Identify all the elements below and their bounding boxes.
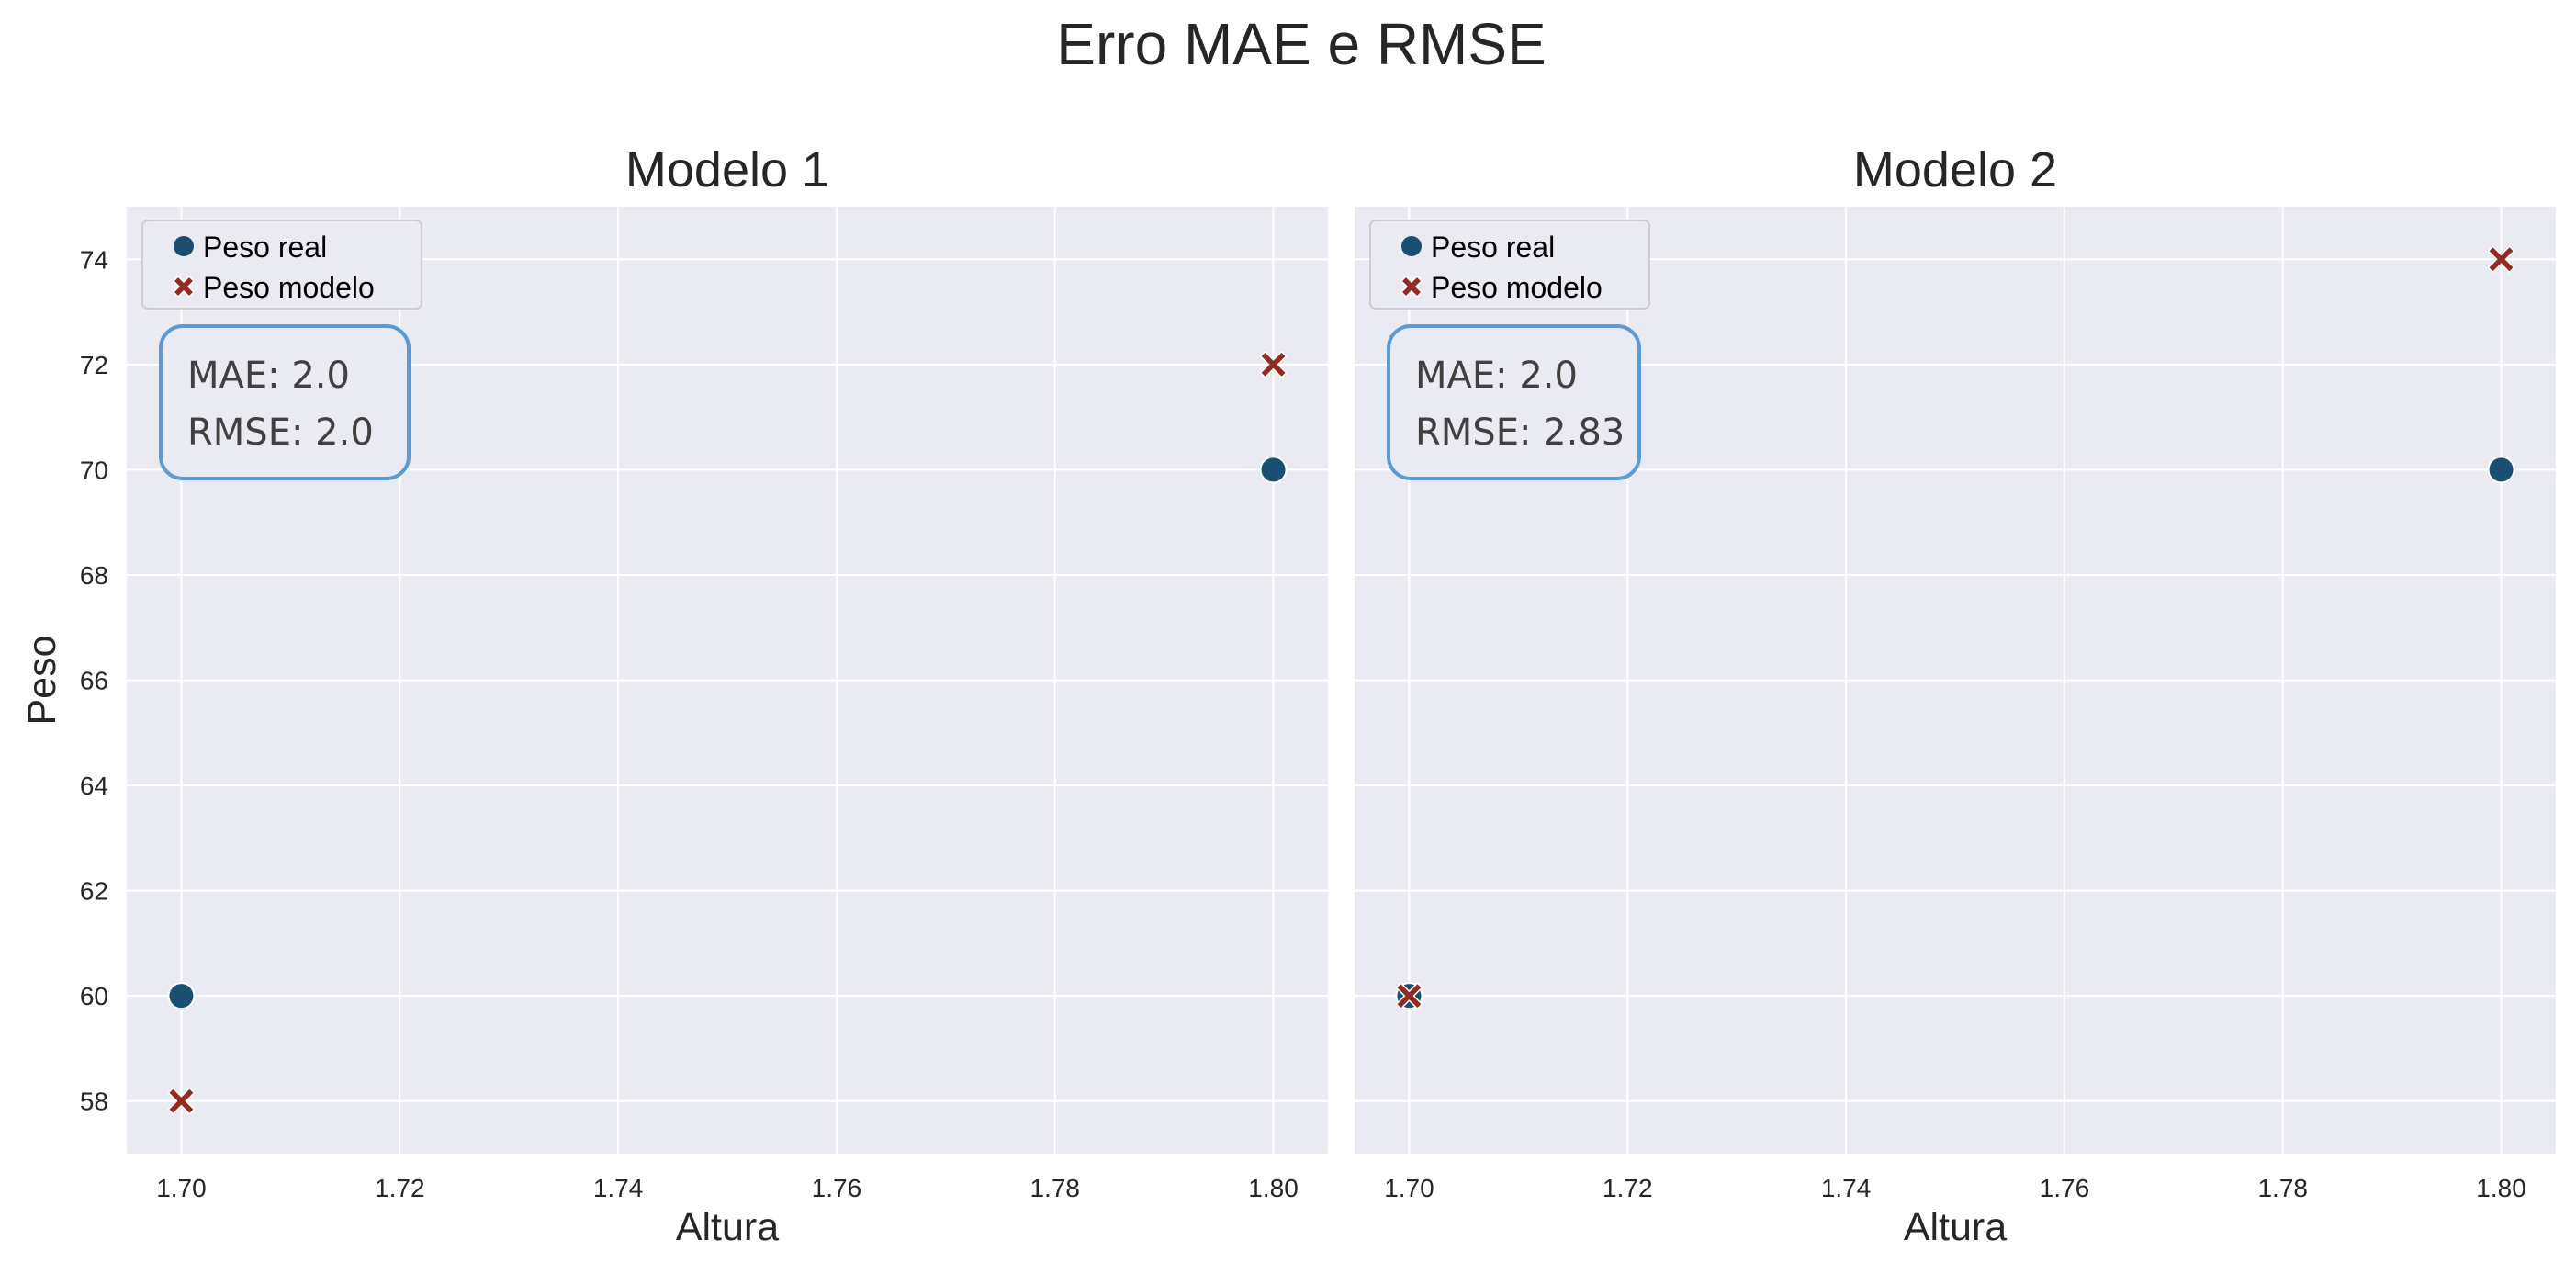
x-tick-label: 1.74	[1821, 1174, 1872, 1202]
x-tick-label: 1.74	[593, 1174, 644, 1202]
peso-modelo-marker	[1395, 982, 1423, 1010]
grid	[127, 207, 1328, 1154]
y-tick-label: 58	[80, 1088, 108, 1116]
legend-box	[1369, 220, 1650, 310]
x-tick-label: 1.78	[1029, 1174, 1080, 1202]
x-tick-label: 1.76	[812, 1174, 862, 1202]
legend-label-peso-real: Peso real	[1431, 231, 1555, 264]
mae-value: MAE: 2.0	[187, 355, 350, 397]
x-tick-label: 1.70	[156, 1174, 207, 1202]
annotation-box	[159, 324, 411, 480]
legend-label-peso-real: Peso real	[203, 231, 327, 264]
data-points	[167, 350, 1288, 1115]
y-tick-label: 60	[80, 982, 108, 1010]
figure-title: Erro MAE e RMSE	[1056, 11, 1546, 77]
x-tick-label: 1.70	[1384, 1174, 1434, 1202]
rmse-value: RMSE: 2.83	[1415, 412, 1625, 454]
subplot-1: Modelo 1 1.70 1.72 1.74 1.76 1.78 1.80 Altura 58…	[20, 142, 1328, 1249]
peso-real-point	[2487, 456, 2515, 484]
peso-modelo-marker	[167, 1087, 196, 1115]
peso-modelo-marker	[2487, 245, 2515, 274]
error-annotation: MAE: 2.0 RMSE: 2.0	[159, 324, 411, 480]
x-tick-label: 1.80	[1248, 1174, 1299, 1202]
legend-label-peso-modelo: Peso modelo	[203, 271, 375, 304]
error-annotation: MAE: 2.0 RMSE: 2.83	[1387, 324, 1641, 480]
peso-real-point	[167, 982, 196, 1010]
y-tick-label: 74	[80, 245, 108, 274]
y-tick-label: 68	[80, 561, 108, 590]
y-tick-label: 70	[80, 456, 108, 484]
x-axis-label: Altura	[676, 1205, 779, 1249]
mae-value: MAE: 2.0	[1415, 355, 1578, 397]
peso-modelo-marker	[1400, 275, 1423, 299]
y-tick-label: 66	[80, 667, 108, 695]
y-tick-label: 72	[80, 351, 108, 379]
x-tick-label: 1.80	[2476, 1174, 2526, 1202]
legend-marker-peso-real	[1401, 236, 1422, 256]
peso-modelo-marker	[172, 275, 196, 299]
x-tick-label: 1.78	[2257, 1174, 2308, 1202]
y-tick-label: 64	[80, 772, 108, 800]
legend: Peso real Peso modelo	[1369, 220, 1650, 310]
subplot-title: Modelo 1	[625, 142, 829, 197]
legend-box	[141, 220, 422, 310]
legend-marker-peso-real	[174, 236, 194, 256]
peso-real-point	[1259, 456, 1288, 484]
subplot-2: Modelo 2 1.70 1.72 1.74 1.76 1.78 1.80 Altura Pe…	[1355, 142, 2556, 1249]
subplots: Modelo 1 1.70 1.72 1.74 1.76 1.78 1.80 Altura 58…	[20, 142, 2556, 1249]
peso-modelo-marker	[1259, 350, 1288, 378]
legend-label-peso-modelo: Peso modelo	[1431, 271, 1603, 304]
annotation-box	[1387, 324, 1641, 480]
y-axis-label: Peso	[20, 635, 64, 725]
x-tick-label: 1.72	[375, 1174, 425, 1202]
x-tick-label: 1.72	[1603, 1174, 1653, 1202]
y-tick-label: 62	[80, 877, 108, 906]
subplot-title: Modelo 2	[1853, 142, 2057, 197]
data-points	[1395, 245, 2515, 1010]
x-tick-label: 1.76	[2040, 1174, 2090, 1202]
legend: Peso real Peso modelo	[141, 220, 422, 310]
x-axis-label: Altura	[1904, 1205, 2007, 1249]
rmse-value: RMSE: 2.0	[187, 412, 374, 454]
